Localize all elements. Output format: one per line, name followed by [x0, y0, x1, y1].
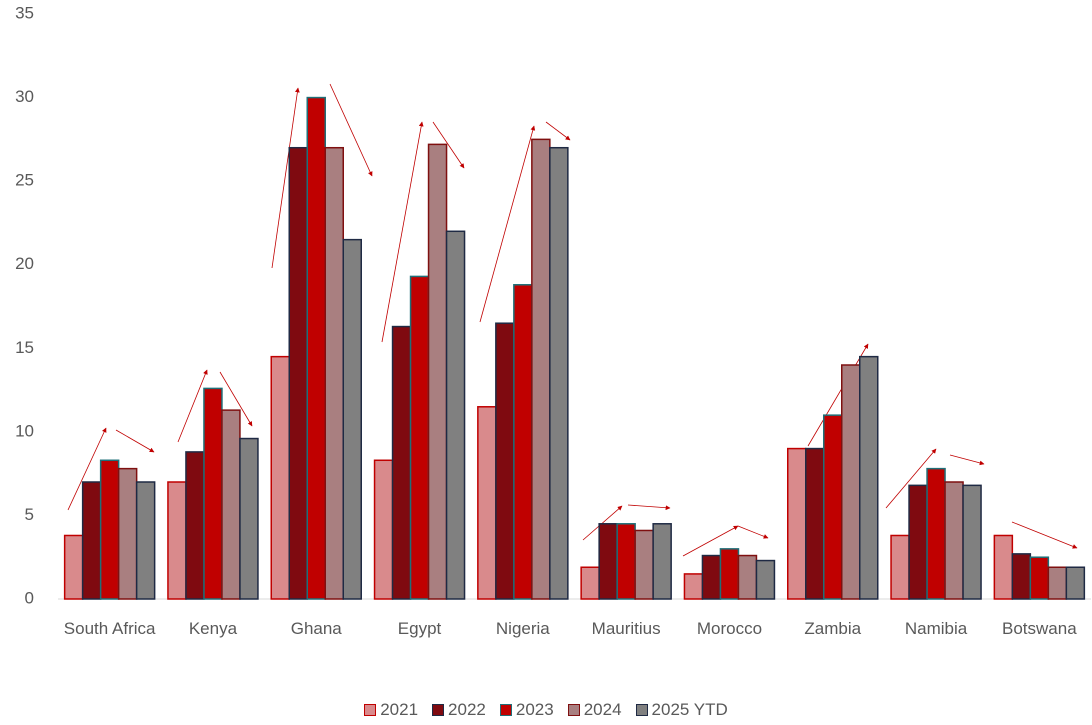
bar: [993, 534, 1014, 600]
x-tick-label: Egypt: [397, 619, 442, 638]
bar: [185, 451, 205, 600]
bar: [719, 548, 740, 600]
legend-label: 2023: [515, 700, 554, 719]
legend-label: 2025 YTD: [651, 700, 728, 719]
bar: [1029, 556, 1050, 600]
bar: [306, 96, 326, 600]
bar: [270, 355, 290, 600]
y-tick-label: 20: [15, 254, 34, 273]
bar: [823, 414, 843, 600]
bar: [531, 138, 551, 600]
trend-arrows: [67, 83, 1078, 557]
y-tick-label: 30: [15, 87, 34, 106]
bar: [391, 325, 412, 600]
legend-item: 2021: [364, 700, 418, 720]
legend-swatch: [432, 704, 445, 716]
bar: [445, 230, 466, 600]
legend-label: 2022: [448, 700, 486, 719]
bar: [117, 467, 138, 600]
bar: [167, 481, 187, 600]
bar: [787, 447, 807, 600]
legend-label: 2021: [380, 700, 419, 719]
bar: [81, 481, 102, 600]
legend-label: 2024: [583, 700, 622, 719]
bar: [841, 364, 861, 600]
x-tick-label: Morocco: [696, 619, 763, 638]
bar: [755, 559, 776, 600]
bar: [701, 554, 722, 600]
bar: [683, 573, 704, 600]
x-tick-label: Botswana: [1002, 619, 1077, 638]
bar: [598, 523, 618, 600]
bar: [962, 484, 982, 600]
bar: [427, 143, 448, 600]
x-tick-label: Nigeria: [495, 619, 550, 638]
bar: [63, 534, 84, 600]
bar: [890, 534, 910, 600]
x-tick-label: South Africa: [63, 619, 156, 638]
bar: [477, 406, 497, 600]
bar: [99, 459, 120, 600]
y-tick-label: 25: [15, 171, 34, 190]
bar: [135, 481, 156, 600]
y-tick-label: 15: [15, 338, 34, 357]
bar: [513, 284, 533, 600]
bar: [944, 481, 964, 600]
legend-swatch: [499, 704, 512, 716]
bar: [288, 146, 308, 600]
y-tick-label: 5: [25, 505, 34, 524]
bar: [580, 566, 600, 600]
bar: [324, 146, 344, 600]
legend-item: 2024: [567, 700, 622, 720]
legend-swatch: [567, 704, 580, 716]
x-tick-label: Zambia: [804, 619, 862, 638]
bar: [1011, 553, 1032, 600]
bar: [495, 322, 515, 600]
bar: [616, 523, 636, 600]
legend-item: 2025 YTD: [635, 700, 728, 720]
bar: [652, 523, 672, 600]
legend-swatch: [364, 704, 377, 716]
bar: [409, 275, 430, 600]
bar: [908, 484, 928, 600]
bar: [859, 355, 879, 600]
bar: [549, 146, 569, 600]
bar: [1065, 566, 1086, 600]
legend-item: 2022: [432, 700, 486, 720]
x-tick-label: Kenya: [188, 619, 238, 638]
bar: [634, 529, 654, 600]
legend-item: 2023: [499, 700, 554, 720]
y-tick-label: 10: [15, 421, 34, 440]
legend-swatch: [635, 704, 648, 716]
x-tick-label: Ghana: [290, 619, 342, 638]
legend: 2021 2022 2023 2024 2025 YTD: [0, 700, 1092, 720]
bar: [805, 447, 825, 600]
bar: [239, 437, 259, 600]
y-tick-label: 0: [25, 588, 34, 607]
x-tick-label: Mauritius: [591, 619, 661, 638]
bar: [203, 387, 223, 600]
bar: [737, 554, 758, 600]
bar: [373, 459, 394, 600]
bar: [342, 238, 362, 600]
x-tick-label: Namibia: [904, 619, 968, 638]
bar: [221, 409, 241, 600]
bar: [1047, 566, 1068, 600]
bar: [926, 467, 946, 600]
y-tick-label: 35: [15, 3, 34, 22]
